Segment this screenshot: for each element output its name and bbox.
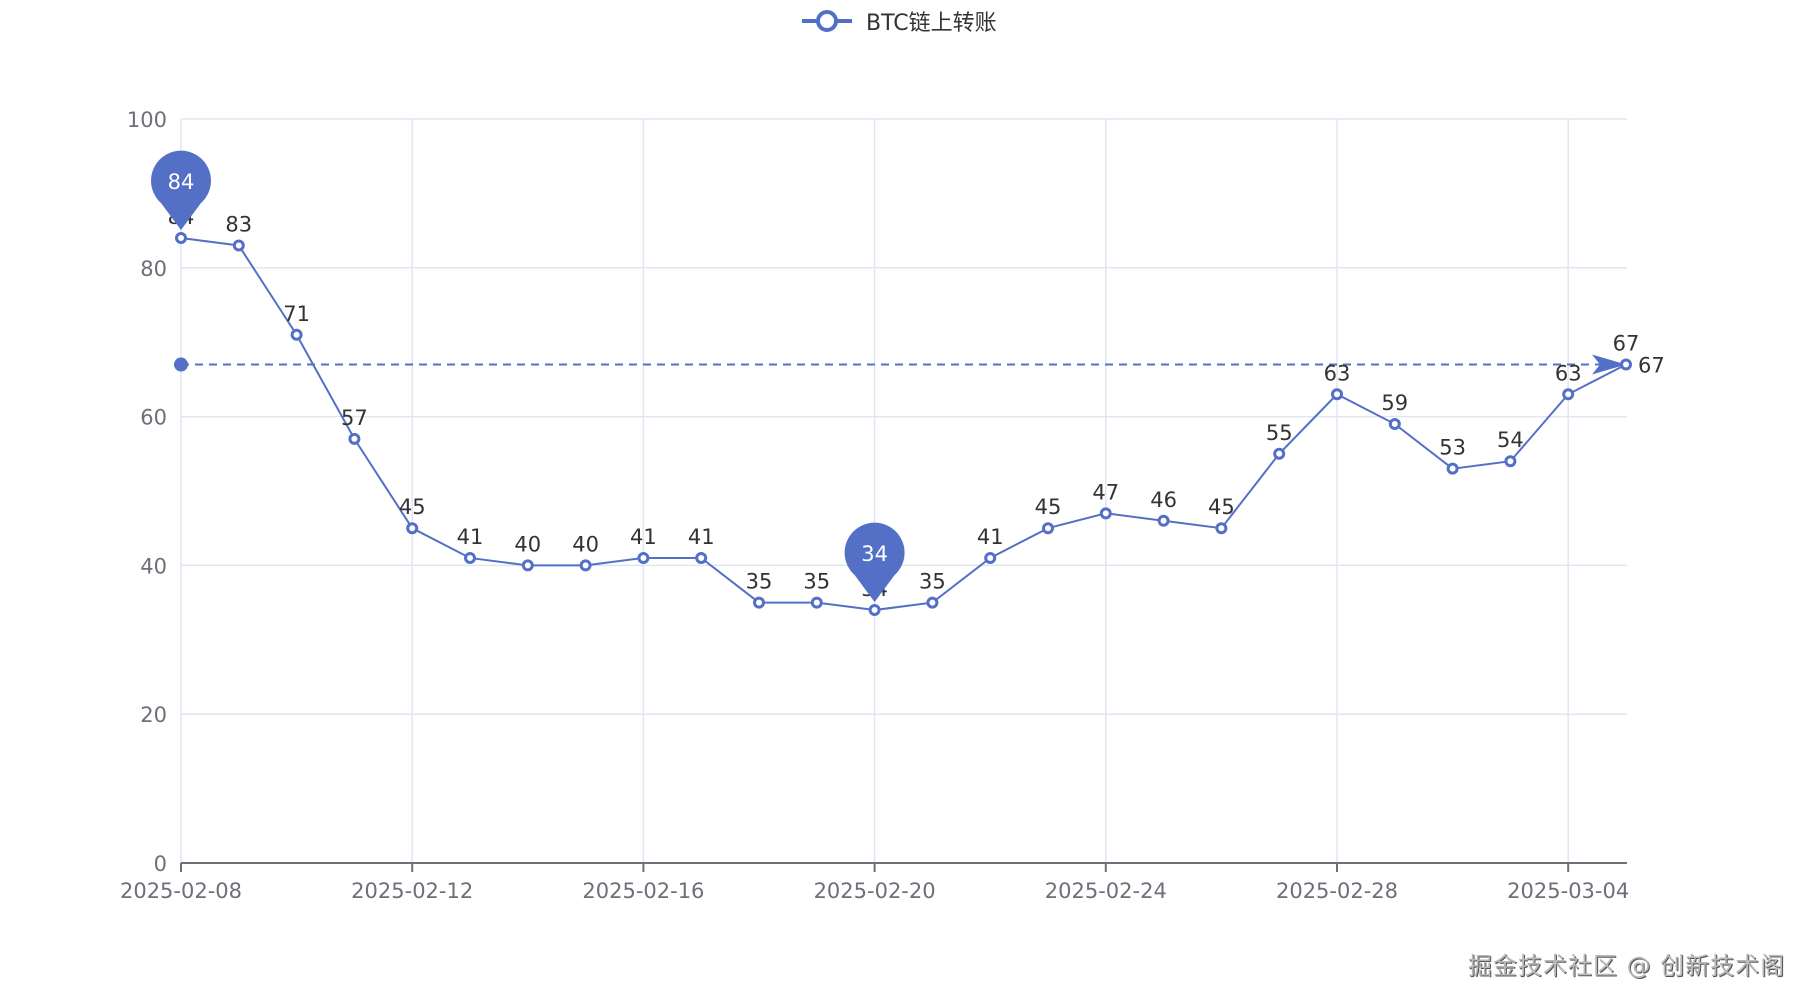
data-label: 45 xyxy=(399,495,426,519)
data-label: 57 xyxy=(341,406,368,430)
average-mark-line: 67 xyxy=(174,354,1665,378)
y-tick-label: 60 xyxy=(140,406,167,430)
data-point[interactable] xyxy=(406,522,419,535)
data-point[interactable] xyxy=(926,596,939,609)
line-circle-icon xyxy=(802,6,852,36)
data-point[interactable] xyxy=(175,232,187,245)
svg-text:84: 84 xyxy=(168,170,195,194)
y-tick-label: 20 xyxy=(140,703,167,727)
data-labels: 8483715745414040414135353435414547464555… xyxy=(168,205,1640,601)
data-point[interactable] xyxy=(1388,418,1401,431)
y-tick-label: 0 xyxy=(154,852,167,876)
vertical-gridlines xyxy=(180,119,1569,863)
data-label: 40 xyxy=(572,532,599,556)
data-point[interactable] xyxy=(1042,522,1054,535)
legend-label: BTC链上转账 xyxy=(866,11,997,36)
x-tick-label: 2025-02-12 xyxy=(351,879,473,903)
watermark: 掘金技术社区 @ 创新技术阁 xyxy=(1468,952,1786,980)
x-tick-label: 2025-02-08 xyxy=(120,879,242,903)
data-point[interactable] xyxy=(1504,455,1517,468)
data-label: 71 xyxy=(283,302,310,326)
data-point[interactable] xyxy=(290,328,303,341)
data-point[interactable] xyxy=(1620,358,1632,371)
data-label: 35 xyxy=(919,570,946,594)
data-point[interactable] xyxy=(753,596,765,609)
data-point[interactable] xyxy=(232,239,245,252)
data-label: 59 xyxy=(1381,391,1408,415)
x-axis: 2025-02-08 2025-02-12 2025-02-16 2025-02-20… xyxy=(120,862,1629,903)
data-point[interactable] xyxy=(695,551,708,564)
y-tick-label: 80 xyxy=(140,257,167,281)
data-point[interactable] xyxy=(464,551,476,564)
series-line xyxy=(180,237,1627,612)
data-point[interactable] xyxy=(984,551,997,564)
min-pin-marker[interactable]: 34 xyxy=(844,522,905,603)
data-label: 41 xyxy=(457,525,484,549)
data-point[interactable] xyxy=(521,559,534,572)
data-label: 46 xyxy=(1150,488,1177,512)
svg-text:34: 34 xyxy=(861,542,888,566)
data-label: 67 xyxy=(1613,332,1640,356)
data-label: 54 xyxy=(1497,428,1524,452)
data-point[interactable] xyxy=(1215,522,1228,535)
y-tick-label: 40 xyxy=(140,554,167,578)
legend-item-btc[interactable]: BTC链上转账 xyxy=(802,6,997,36)
data-label: 55 xyxy=(1266,421,1293,445)
y-axis-labels: 0 20 40 60 80 100 xyxy=(127,108,167,876)
data-label: 83 xyxy=(225,212,252,236)
mark-line-label: 67 xyxy=(1638,354,1665,378)
data-point[interactable] xyxy=(1273,447,1286,460)
data-point[interactable] xyxy=(1562,388,1575,401)
data-label: 47 xyxy=(1092,480,1119,504)
data-point[interactable] xyxy=(1157,514,1170,527)
data-label: 41 xyxy=(630,525,657,549)
data-points xyxy=(175,232,1632,617)
data-point[interactable] xyxy=(1331,388,1343,401)
y-tick-label: 100 xyxy=(127,108,167,132)
data-point[interactable] xyxy=(1446,462,1459,475)
x-tick-label: 2025-02-24 xyxy=(1045,879,1167,903)
data-label: 41 xyxy=(977,525,1004,549)
x-tick-label: 2025-02-20 xyxy=(814,879,936,903)
max-pin-marker[interactable]: 84 xyxy=(151,150,212,231)
data-label: 53 xyxy=(1439,436,1466,460)
data-label: 35 xyxy=(746,570,773,594)
data-point[interactable] xyxy=(868,604,881,617)
x-tick-label: 2025-02-28 xyxy=(1276,879,1398,903)
x-tick-label: 2025-02-16 xyxy=(582,879,704,903)
data-label: 45 xyxy=(1208,495,1235,519)
data-label: 45 xyxy=(1035,495,1062,519)
data-label: 40 xyxy=(514,532,541,556)
data-point[interactable] xyxy=(810,596,823,609)
horizontal-gridlines xyxy=(181,118,1627,715)
data-label: 35 xyxy=(803,570,830,594)
data-point[interactable] xyxy=(1099,507,1112,520)
data-label: 63 xyxy=(1555,361,1582,385)
x-tick-label: 2025-03-04 xyxy=(1507,879,1629,903)
mark-point-pins: 84 34 xyxy=(151,150,905,603)
data-point[interactable] xyxy=(579,559,592,572)
data-label: 63 xyxy=(1324,361,1351,385)
data-point[interactable] xyxy=(348,432,361,445)
data-label: 41 xyxy=(688,525,715,549)
data-point[interactable] xyxy=(637,551,650,564)
